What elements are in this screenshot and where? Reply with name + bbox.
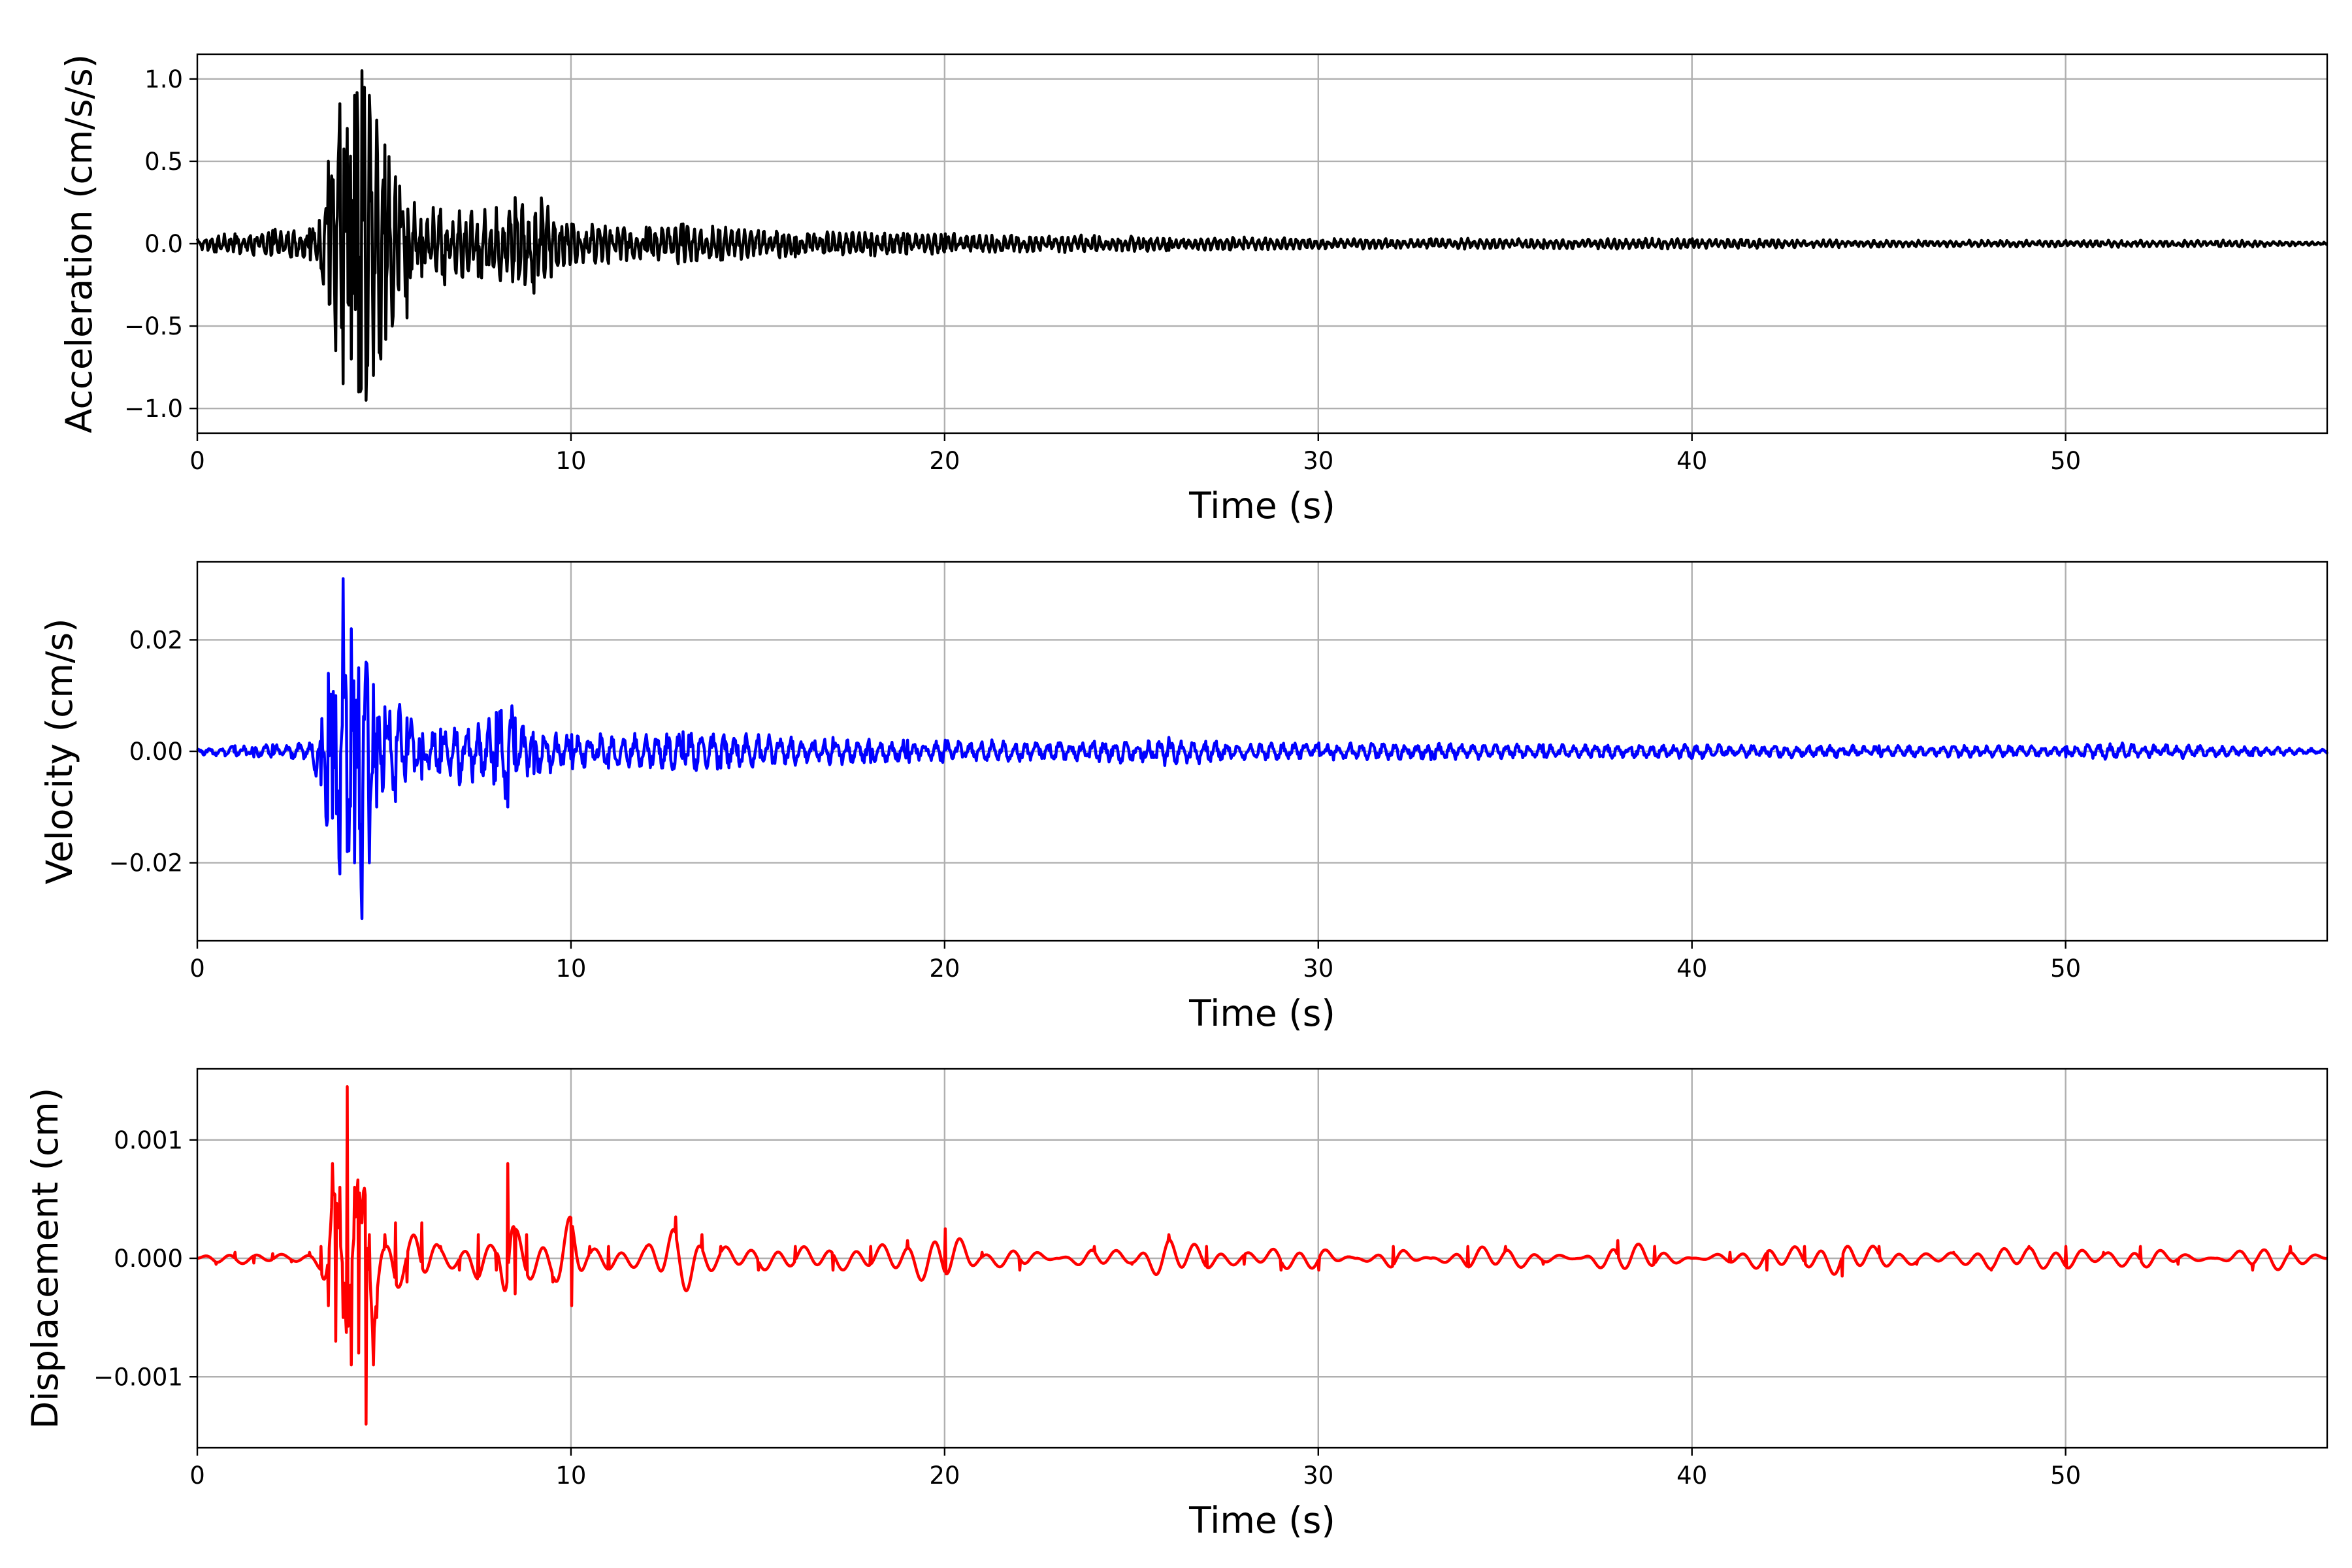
displacement-y-tick-label: 0.000 xyxy=(114,1245,183,1273)
velocity-y-tick-label: 0.02 xyxy=(129,626,183,654)
velocity-x-axis-label: Time (s) xyxy=(1188,992,1335,1034)
acceleration-y-tick-label: 0.5 xyxy=(144,148,183,176)
velocity-y-tick-label: 0.00 xyxy=(129,738,183,766)
velocity-trace-line xyxy=(196,577,2329,921)
displacement-x-tick-label: 30 xyxy=(1303,1462,1333,1490)
acceleration-y-tick-label: 1.0 xyxy=(144,65,183,93)
acceleration-trace-line xyxy=(195,69,2328,402)
acceleration-y-tick-label: −1.0 xyxy=(124,395,183,423)
displacement-trace-line xyxy=(197,1085,2328,1426)
velocity-x-tick-label: 20 xyxy=(929,955,960,983)
velocity-x-tick-label: 30 xyxy=(1303,955,1333,983)
velocity-y-tick-label: −0.02 xyxy=(109,849,183,877)
velocity-x-tick-label: 10 xyxy=(555,955,586,983)
displacement-y-tick-label: −0.001 xyxy=(93,1363,183,1391)
velocity-panel: Velocity (cm/s) Time (s) 0 10 20 30 40 50 0.02… xyxy=(39,561,2329,1034)
displacement-x-tick-label: 0 xyxy=(189,1462,205,1490)
acceleration-panel: Acceleration (cm/s/s) Time (s) 0 10 20 30 40… xyxy=(58,53,2328,527)
acceleration-x-tick-label: 0 xyxy=(189,447,205,475)
displacement-panel: Displacement (cm) Time (s) 0 10 20 30 40 50 0.… xyxy=(24,1068,2328,1541)
acceleration-y-tick-label: −0.5 xyxy=(124,312,183,340)
displacement-x-tick-label: 10 xyxy=(555,1462,586,1490)
acceleration-x-tick-label: 50 xyxy=(2050,447,2081,475)
velocity-x-tick-label: 40 xyxy=(1676,955,1707,983)
acceleration-y-tick-label: 0.0 xyxy=(144,230,183,258)
acceleration-x-tick-label: 30 xyxy=(1303,447,1333,475)
velocity-x-tick-label: 0 xyxy=(189,955,205,983)
displacement-x-tick-label: 40 xyxy=(1676,1462,1707,1490)
velocity-x-tick-label: 50 xyxy=(2050,955,2081,983)
acceleration-x-tick-label: 10 xyxy=(555,447,586,475)
displacement-x-tick-label: 20 xyxy=(929,1462,960,1490)
displacement-x-axis-label: Time (s) xyxy=(1188,1499,1335,1541)
velocity-y-axis-label: Velocity (cm/s) xyxy=(39,618,80,884)
acceleration-x-tick-label: 20 xyxy=(929,447,960,475)
displacement-x-tick-label: 50 xyxy=(2050,1462,2081,1490)
acceleration-x-tick-label: 40 xyxy=(1676,447,1707,475)
acceleration-x-axis-label: Time (s) xyxy=(1188,485,1335,527)
displacement-y-tick-label: 0.001 xyxy=(114,1126,183,1154)
displacement-y-axis-label: Displacement (cm) xyxy=(24,1088,66,1429)
acceleration-y-axis-label: Acceleration (cm/s/s) xyxy=(58,54,100,433)
